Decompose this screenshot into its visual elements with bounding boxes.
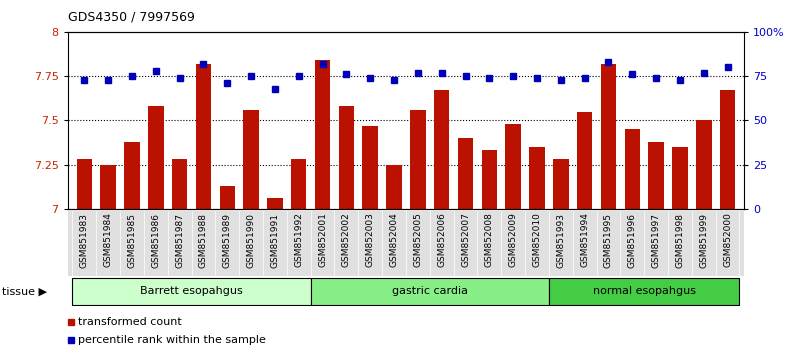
Text: GDS4350 / 7997569: GDS4350 / 7997569	[68, 11, 194, 24]
Text: GSM851991: GSM851991	[271, 213, 279, 268]
Text: GSM851995: GSM851995	[604, 213, 613, 268]
Text: GSM851992: GSM851992	[295, 213, 303, 268]
Text: GSM851998: GSM851998	[676, 213, 685, 268]
Text: GSM852003: GSM852003	[365, 213, 375, 268]
Bar	[720, 90, 736, 209]
Text: gastric cardia: gastric cardia	[392, 286, 468, 296]
Text: GSM851985: GSM851985	[127, 213, 136, 268]
Text: transformed count: transformed count	[78, 317, 181, 327]
Bar	[362, 126, 378, 209]
Bar	[267, 198, 283, 209]
Text: GSM851987: GSM851987	[175, 213, 184, 268]
Text: GSM852007: GSM852007	[461, 213, 470, 268]
Bar	[696, 120, 712, 209]
Bar	[410, 110, 426, 209]
Bar	[549, 278, 739, 305]
Bar	[76, 159, 92, 209]
Bar	[291, 159, 306, 209]
Text: GSM852010: GSM852010	[533, 213, 541, 268]
Text: normal esopahgus: normal esopahgus	[593, 286, 696, 296]
Bar	[529, 147, 544, 209]
Bar	[196, 64, 211, 209]
Bar	[148, 106, 163, 209]
Bar	[505, 124, 521, 209]
Text: GSM851984: GSM851984	[103, 213, 113, 268]
Bar	[220, 186, 235, 209]
Text: GSM851993: GSM851993	[556, 213, 565, 268]
Bar	[338, 106, 354, 209]
Bar	[72, 278, 310, 305]
Bar	[625, 129, 640, 209]
Text: GSM852005: GSM852005	[413, 213, 423, 268]
Bar	[601, 64, 616, 209]
Text: GSM851989: GSM851989	[223, 213, 232, 268]
Text: Barrett esopahgus: Barrett esopahgus	[140, 286, 243, 296]
Text: percentile rank within the sample: percentile rank within the sample	[78, 335, 266, 345]
Text: GSM851997: GSM851997	[652, 213, 661, 268]
Bar	[244, 110, 259, 209]
Bar	[649, 142, 664, 209]
Bar	[553, 159, 568, 209]
Bar	[577, 112, 592, 209]
Text: GSM852009: GSM852009	[509, 213, 517, 268]
Bar	[172, 159, 187, 209]
Bar	[124, 142, 140, 209]
Bar	[310, 278, 549, 305]
Bar	[672, 147, 688, 209]
Bar	[315, 60, 330, 209]
Text: GSM852004: GSM852004	[389, 213, 399, 267]
Text: tissue ▶: tissue ▶	[2, 286, 47, 296]
Text: GSM852008: GSM852008	[485, 213, 494, 268]
Bar	[100, 165, 116, 209]
Text: GSM852006: GSM852006	[437, 213, 447, 268]
Text: GSM852001: GSM852001	[318, 213, 327, 268]
Bar	[434, 90, 450, 209]
Text: GSM851983: GSM851983	[80, 213, 89, 268]
Text: GSM851988: GSM851988	[199, 213, 208, 268]
Text: GSM852002: GSM852002	[342, 213, 351, 267]
Text: GSM851990: GSM851990	[247, 213, 256, 268]
Bar	[386, 165, 402, 209]
Bar	[482, 150, 497, 209]
Text: GSM851994: GSM851994	[580, 213, 589, 268]
Text: GSM851999: GSM851999	[699, 213, 708, 268]
Text: GSM852000: GSM852000	[723, 213, 732, 268]
Bar	[458, 138, 474, 209]
Text: GSM851986: GSM851986	[151, 213, 160, 268]
Text: GSM851996: GSM851996	[628, 213, 637, 268]
